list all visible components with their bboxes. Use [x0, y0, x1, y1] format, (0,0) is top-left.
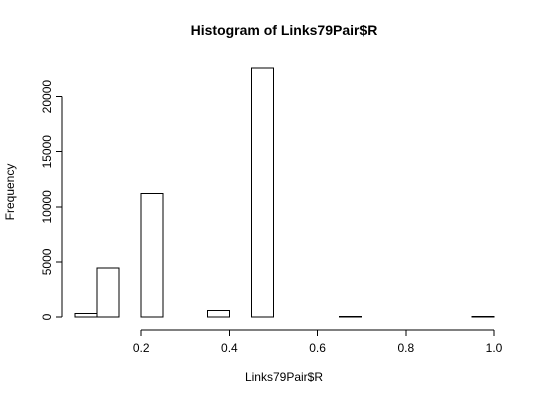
x-tick-label: 0.4	[221, 341, 238, 355]
x-tick-label: 0.2	[133, 341, 150, 355]
y-tick-label: 15000	[40, 135, 54, 169]
y-tick-label: 0	[40, 313, 54, 320]
y-tick-label: 10000	[40, 190, 54, 224]
histogram-bar	[74, 313, 98, 318]
histogram-bar	[206, 309, 230, 318]
y-axis-label: Frequency	[3, 164, 17, 221]
chart-title: Histogram of Links79Pair$R	[191, 22, 378, 38]
x-tick-label: 0.6	[309, 341, 326, 355]
histogram-bar	[250, 67, 274, 318]
histogram-bar	[96, 267, 120, 318]
x-axis-label: Links79Pair$R	[245, 370, 323, 384]
y-axis: 0 5000 10000 15000 20000	[40, 80, 63, 320]
y-tick-label: 20000	[40, 80, 54, 114]
x-axis: 0.2 0.4 0.6 0.8 1.0	[133, 329, 503, 355]
y-tick-label: 5000	[40, 248, 54, 275]
x-tick-label: 0.8	[397, 341, 414, 355]
histogram-bar	[140, 193, 164, 318]
x-tick-label: 1.0	[486, 341, 503, 355]
bars-group	[74, 67, 495, 318]
